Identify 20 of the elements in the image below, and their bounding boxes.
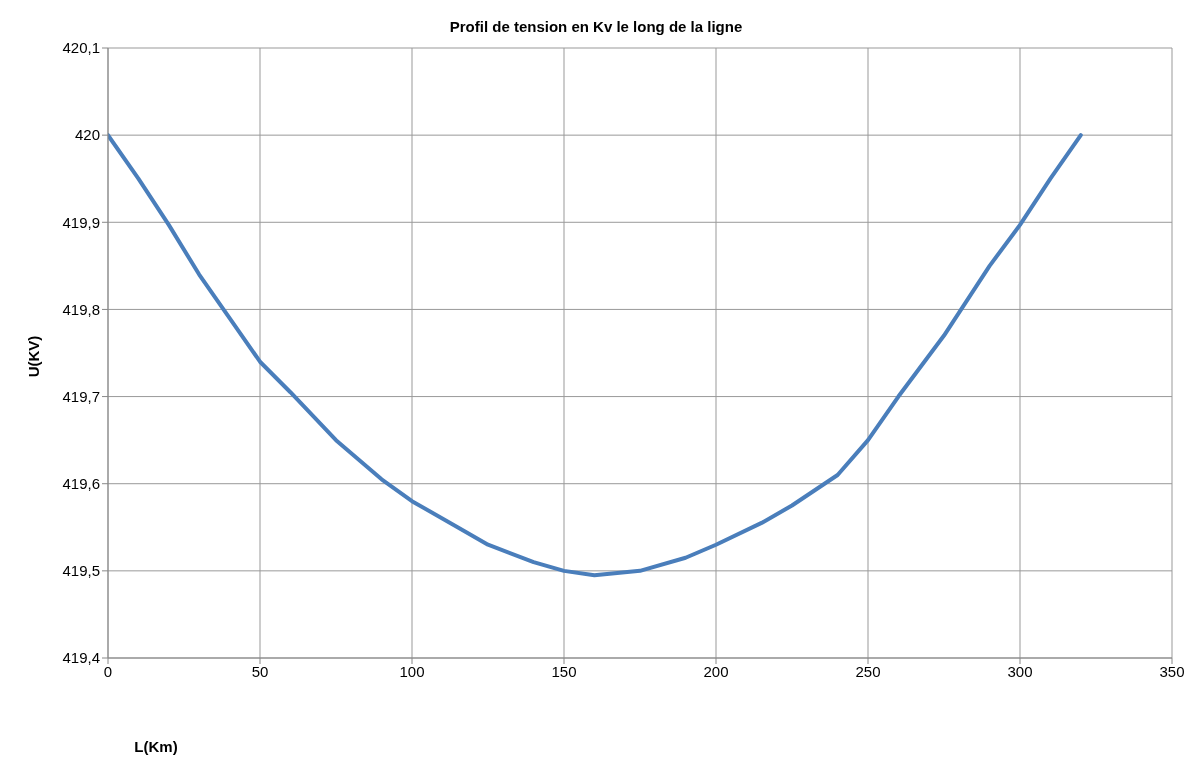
x-axis-title: L(Km) (134, 738, 178, 755)
y-tick-label: 419,7 (62, 387, 100, 405)
chart-title: Profil de tension en Kv le long de la ligne (448, 18, 744, 35)
y-tick-label: 419,4 (62, 649, 100, 667)
line-series (108, 133, 1083, 578)
y-tick-label: 419,5 (62, 562, 100, 580)
y-axis-title: U(KV) (24, 334, 42, 380)
x-tick-label: 300 (1007, 662, 1033, 680)
x-tick-label: 200 (703, 662, 729, 680)
x-tick-label: 0 (103, 662, 113, 680)
x-tick-label: 50 (251, 662, 269, 680)
y-tick-label: 420 (74, 126, 100, 144)
x-tick-label: 150 (551, 662, 577, 680)
y-tick-label: 419,6 (62, 475, 100, 493)
x-tick-label: 100 (399, 662, 425, 680)
x-tick-label: 350 (1159, 662, 1185, 680)
y-tick-label: 419,9 (62, 213, 100, 231)
y-tick-label: 420,1 (62, 39, 100, 57)
y-tick-label: 419,8 (62, 300, 100, 318)
x-tick-label: 250 (855, 662, 881, 680)
